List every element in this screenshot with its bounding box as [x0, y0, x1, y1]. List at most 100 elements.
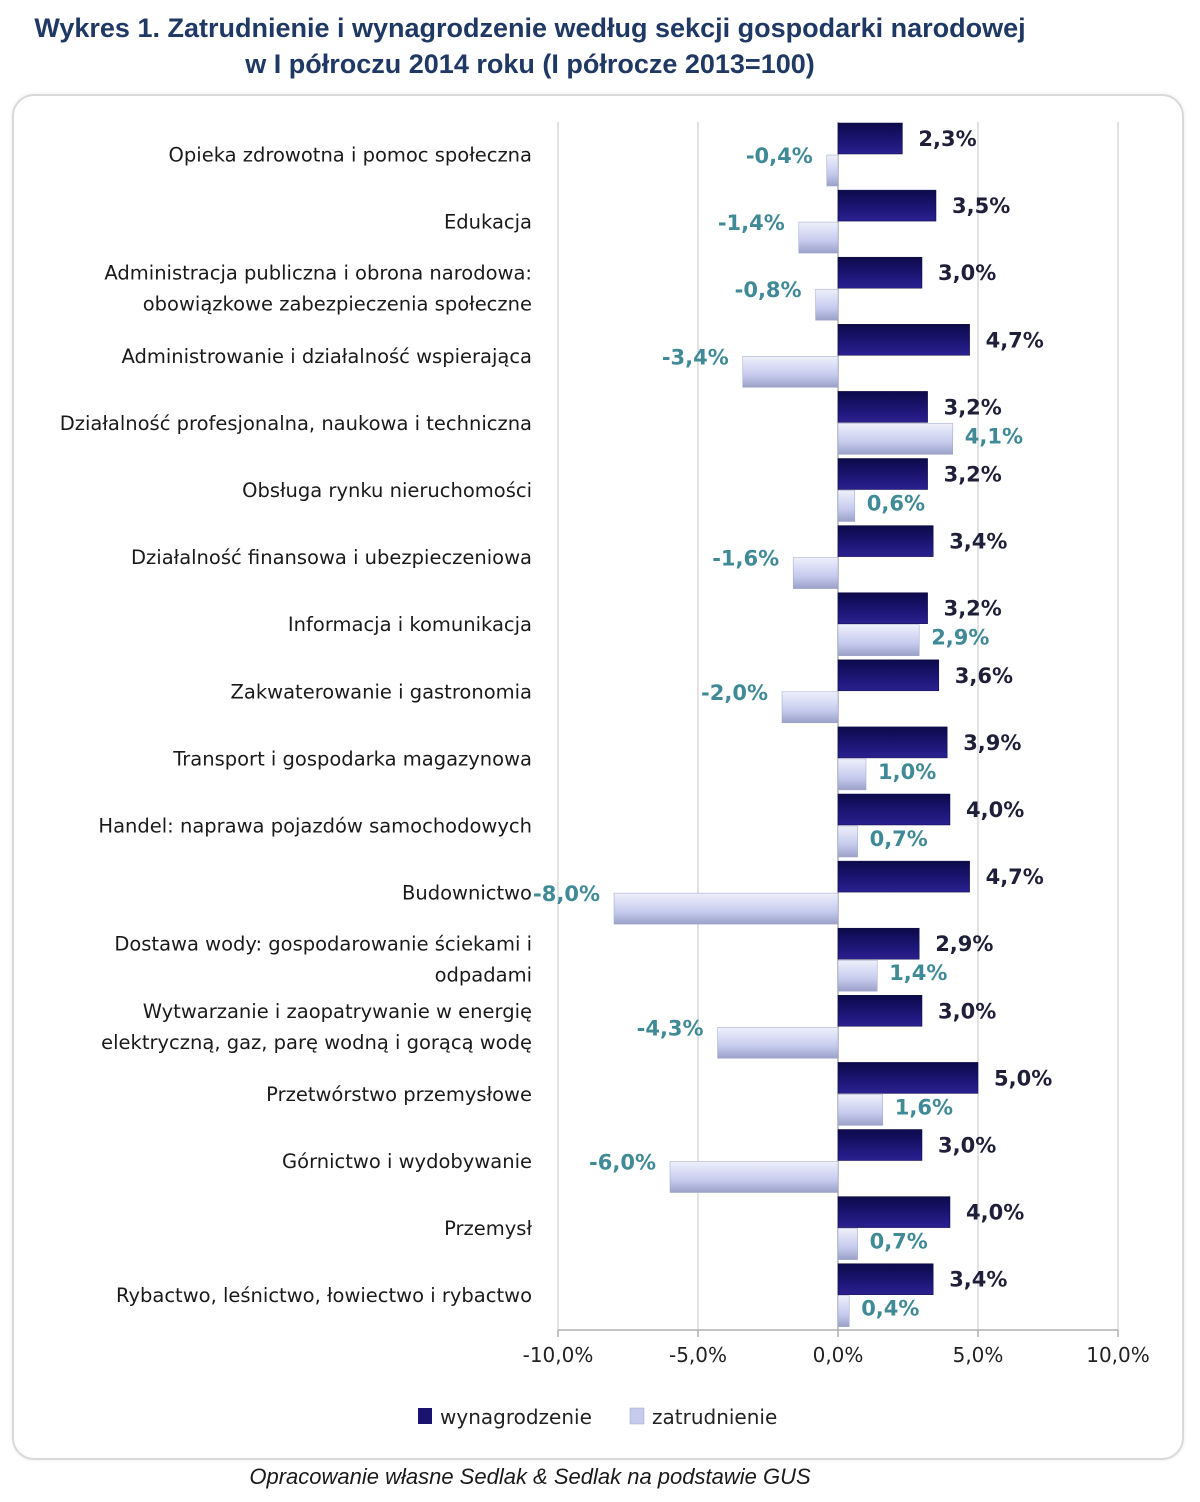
- bar-wynagrodzenie: [837, 458, 928, 490]
- data-label-wynagrodzenie: 3,2%: [944, 463, 1002, 487]
- category-label: Handel: naprawa pojazdów samochodowych: [98, 815, 532, 838]
- data-label-zatrudnienie: 0,4%: [861, 1297, 919, 1321]
- category-label: Obsługa rynku nieruchomości: [242, 479, 532, 502]
- bar-zatrudnienie: [837, 1094, 884, 1126]
- data-label-wynagrodzenie: 3,0%: [938, 1134, 996, 1158]
- bar-zatrudnienie: [826, 154, 839, 187]
- x-tick-label: 5,0%: [953, 1343, 1004, 1367]
- data-label-zatrudnienie: 1,4%: [889, 961, 947, 985]
- data-label-zatrudnienie: -0,8%: [735, 278, 802, 302]
- data-label-wynagrodzenie: 3,9%: [963, 731, 1021, 755]
- category-label: Przemysł: [444, 1217, 532, 1240]
- legend-label-wynagrodzenie: wynagrodzenie: [440, 1405, 592, 1429]
- bar-wynagrodzenie: [837, 592, 928, 624]
- data-label-zatrudnienie: 2,9%: [931, 626, 989, 650]
- legend-swatch-zatrudnienie: [629, 1407, 645, 1425]
- category-label: Przetwórstwo przemysłowe: [266, 1083, 532, 1106]
- category-label: Transport i gospodarka magazynowa: [172, 747, 532, 770]
- bar-zatrudnienie: [781, 691, 839, 724]
- data-label-zatrudnienie: -0,4%: [746, 144, 813, 168]
- category-label: Budownictwo: [402, 882, 532, 905]
- x-tick-label: -5,0%: [669, 1343, 727, 1367]
- category-label: Działalność finansowa i ubezpieczeniowa: [131, 546, 532, 569]
- bar-zatrudnienie: [669, 1161, 839, 1193]
- chart-title-line-1: Wykres 1. Zatrudnienie i wynagrodzenie w…: [34, 13, 1026, 43]
- chart-title: Wykres 1. Zatrudnienie i wynagrodzenie w…: [0, 10, 1060, 82]
- category-label: Rybactwo, leśnictwo, łowiectwo i rybactw…: [116, 1284, 532, 1307]
- category-label: Zakwaterowanie i gastronomia: [231, 680, 532, 703]
- category-label: Edukacja: [444, 211, 532, 234]
- data-label-zatrudnienie: 1,0%: [878, 760, 936, 784]
- category-label: Administrowanie i działalność wspierając…: [121, 345, 532, 368]
- bar-wynagrodzenie: [837, 726, 948, 759]
- bar-zatrudnienie: [815, 288, 839, 321]
- data-label-zatrudnienie: -2,0%: [701, 681, 768, 705]
- data-label-wynagrodzenie: 3,4%: [949, 1268, 1007, 1292]
- x-tick-label: 0,0%: [813, 1343, 864, 1367]
- data-label-zatrudnienie: 1,6%: [895, 1095, 953, 1119]
- bar-wynagrodzenie: [837, 659, 940, 692]
- data-label-zatrudnienie: -8,0%: [533, 882, 600, 906]
- data-label-wynagrodzenie: 2,9%: [935, 932, 993, 956]
- legend-swatch-wynagrodzenie: [418, 1408, 432, 1424]
- data-label-zatrudnienie: -3,4%: [662, 345, 729, 369]
- category-label: Administracja publiczna i obrona narodow…: [104, 262, 532, 316]
- bar-zatrudnienie: [837, 758, 867, 791]
- bar-wynagrodzenie: [837, 927, 920, 960]
- data-label-zatrudnienie: 0,7%: [870, 827, 928, 851]
- bar-wynagrodzenie: [837, 793, 951, 826]
- bar-zatrudnienie: [837, 490, 856, 522]
- bar-zatrudnienie: [837, 959, 878, 992]
- chart-title-line-2: w I półroczu 2014 roku (I półrocze 2013=…: [245, 49, 815, 79]
- category-label: Działalność profesjonalna, naukowa i tec…: [60, 412, 532, 435]
- data-label-zatrudnienie: 0,6%: [867, 492, 925, 516]
- data-label-wynagrodzenie: 3,0%: [938, 999, 996, 1023]
- bar-wynagrodzenie: [837, 860, 970, 893]
- bar-wynagrodzenie: [837, 1263, 934, 1295]
- legend-label-zatrudnienie: zatrudnienie: [652, 1405, 777, 1429]
- data-label-zatrudnienie: -4,3%: [637, 1016, 704, 1040]
- bar-zatrudnienie: [837, 1228, 858, 1260]
- source-note: Opracowanie własne Sedlak & Sedlak na po…: [249, 1464, 811, 1489]
- bar-wynagrodzenie: [837, 391, 928, 423]
- data-label-wynagrodzenie: 3,0%: [938, 261, 996, 285]
- data-label-wynagrodzenie: 2,3%: [918, 127, 976, 151]
- category-label: Opieka zdrowotna i pomoc społeczna: [169, 144, 532, 167]
- bar-zatrudnienie: [837, 624, 920, 656]
- bar-zatrudnienie: [613, 892, 839, 925]
- bar-wynagrodzenie: [837, 1196, 951, 1228]
- bar-zatrudnienie: [798, 221, 839, 254]
- data-label-wynagrodzenie: 4,7%: [986, 328, 1044, 352]
- category-label: Wytwarzanie i zaopatrywanie w energię ele…: [101, 1000, 532, 1054]
- x-tick-label: 10,0%: [1086, 1343, 1150, 1367]
- data-label-zatrudnienie: -6,0%: [589, 1151, 656, 1175]
- data-label-zatrudnienie: 0,7%: [870, 1230, 928, 1254]
- category-label: Informacja i komunikacja: [288, 613, 532, 636]
- bar-zatrudnienie: [837, 1295, 850, 1327]
- bar-wynagrodzenie: [837, 995, 923, 1027]
- data-label-wynagrodzenie: 4,7%: [986, 865, 1044, 889]
- data-label-wynagrodzenie: 4,0%: [966, 1201, 1024, 1225]
- bar-zatrudnienie: [837, 423, 954, 455]
- data-label-wynagrodzenie: 3,6%: [955, 664, 1013, 688]
- data-label-zatrudnienie: 4,1%: [965, 424, 1023, 448]
- bar-wynagrodzenie: [837, 256, 923, 289]
- bar-wynagrodzenie: [837, 1062, 979, 1094]
- data-label-wynagrodzenie: 3,2%: [944, 597, 1002, 621]
- bar-wynagrodzenie: [837, 1129, 923, 1161]
- data-label-wynagrodzenie: 3,4%: [949, 530, 1007, 554]
- data-label-wynagrodzenie: 5,0%: [994, 1066, 1052, 1090]
- bar-zatrudnienie: [837, 825, 858, 858]
- bar-wynagrodzenie: [837, 189, 937, 222]
- bar-wynagrodzenie: [837, 324, 970, 356]
- bar-wynagrodzenie: [837, 525, 934, 557]
- bar-zatrudnienie: [717, 1027, 839, 1059]
- x-tick-label: -10,0%: [523, 1343, 594, 1367]
- data-label-zatrudnienie: -1,6%: [712, 547, 779, 571]
- category-label: Górnictwo i wydobywanie: [282, 1150, 532, 1173]
- chart-panel: [12, 94, 1184, 1460]
- bar-zatrudnienie: [792, 557, 839, 589]
- bar-zatrudnienie: [742, 356, 839, 388]
